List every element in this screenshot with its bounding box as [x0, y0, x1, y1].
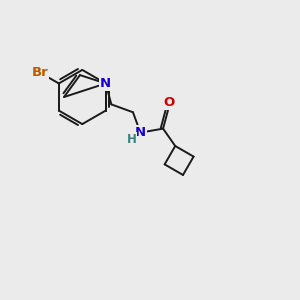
Text: N: N	[100, 77, 111, 90]
Text: H: H	[127, 133, 136, 146]
Text: N: N	[135, 126, 146, 139]
Text: O: O	[163, 96, 174, 110]
Text: Br: Br	[31, 66, 48, 79]
